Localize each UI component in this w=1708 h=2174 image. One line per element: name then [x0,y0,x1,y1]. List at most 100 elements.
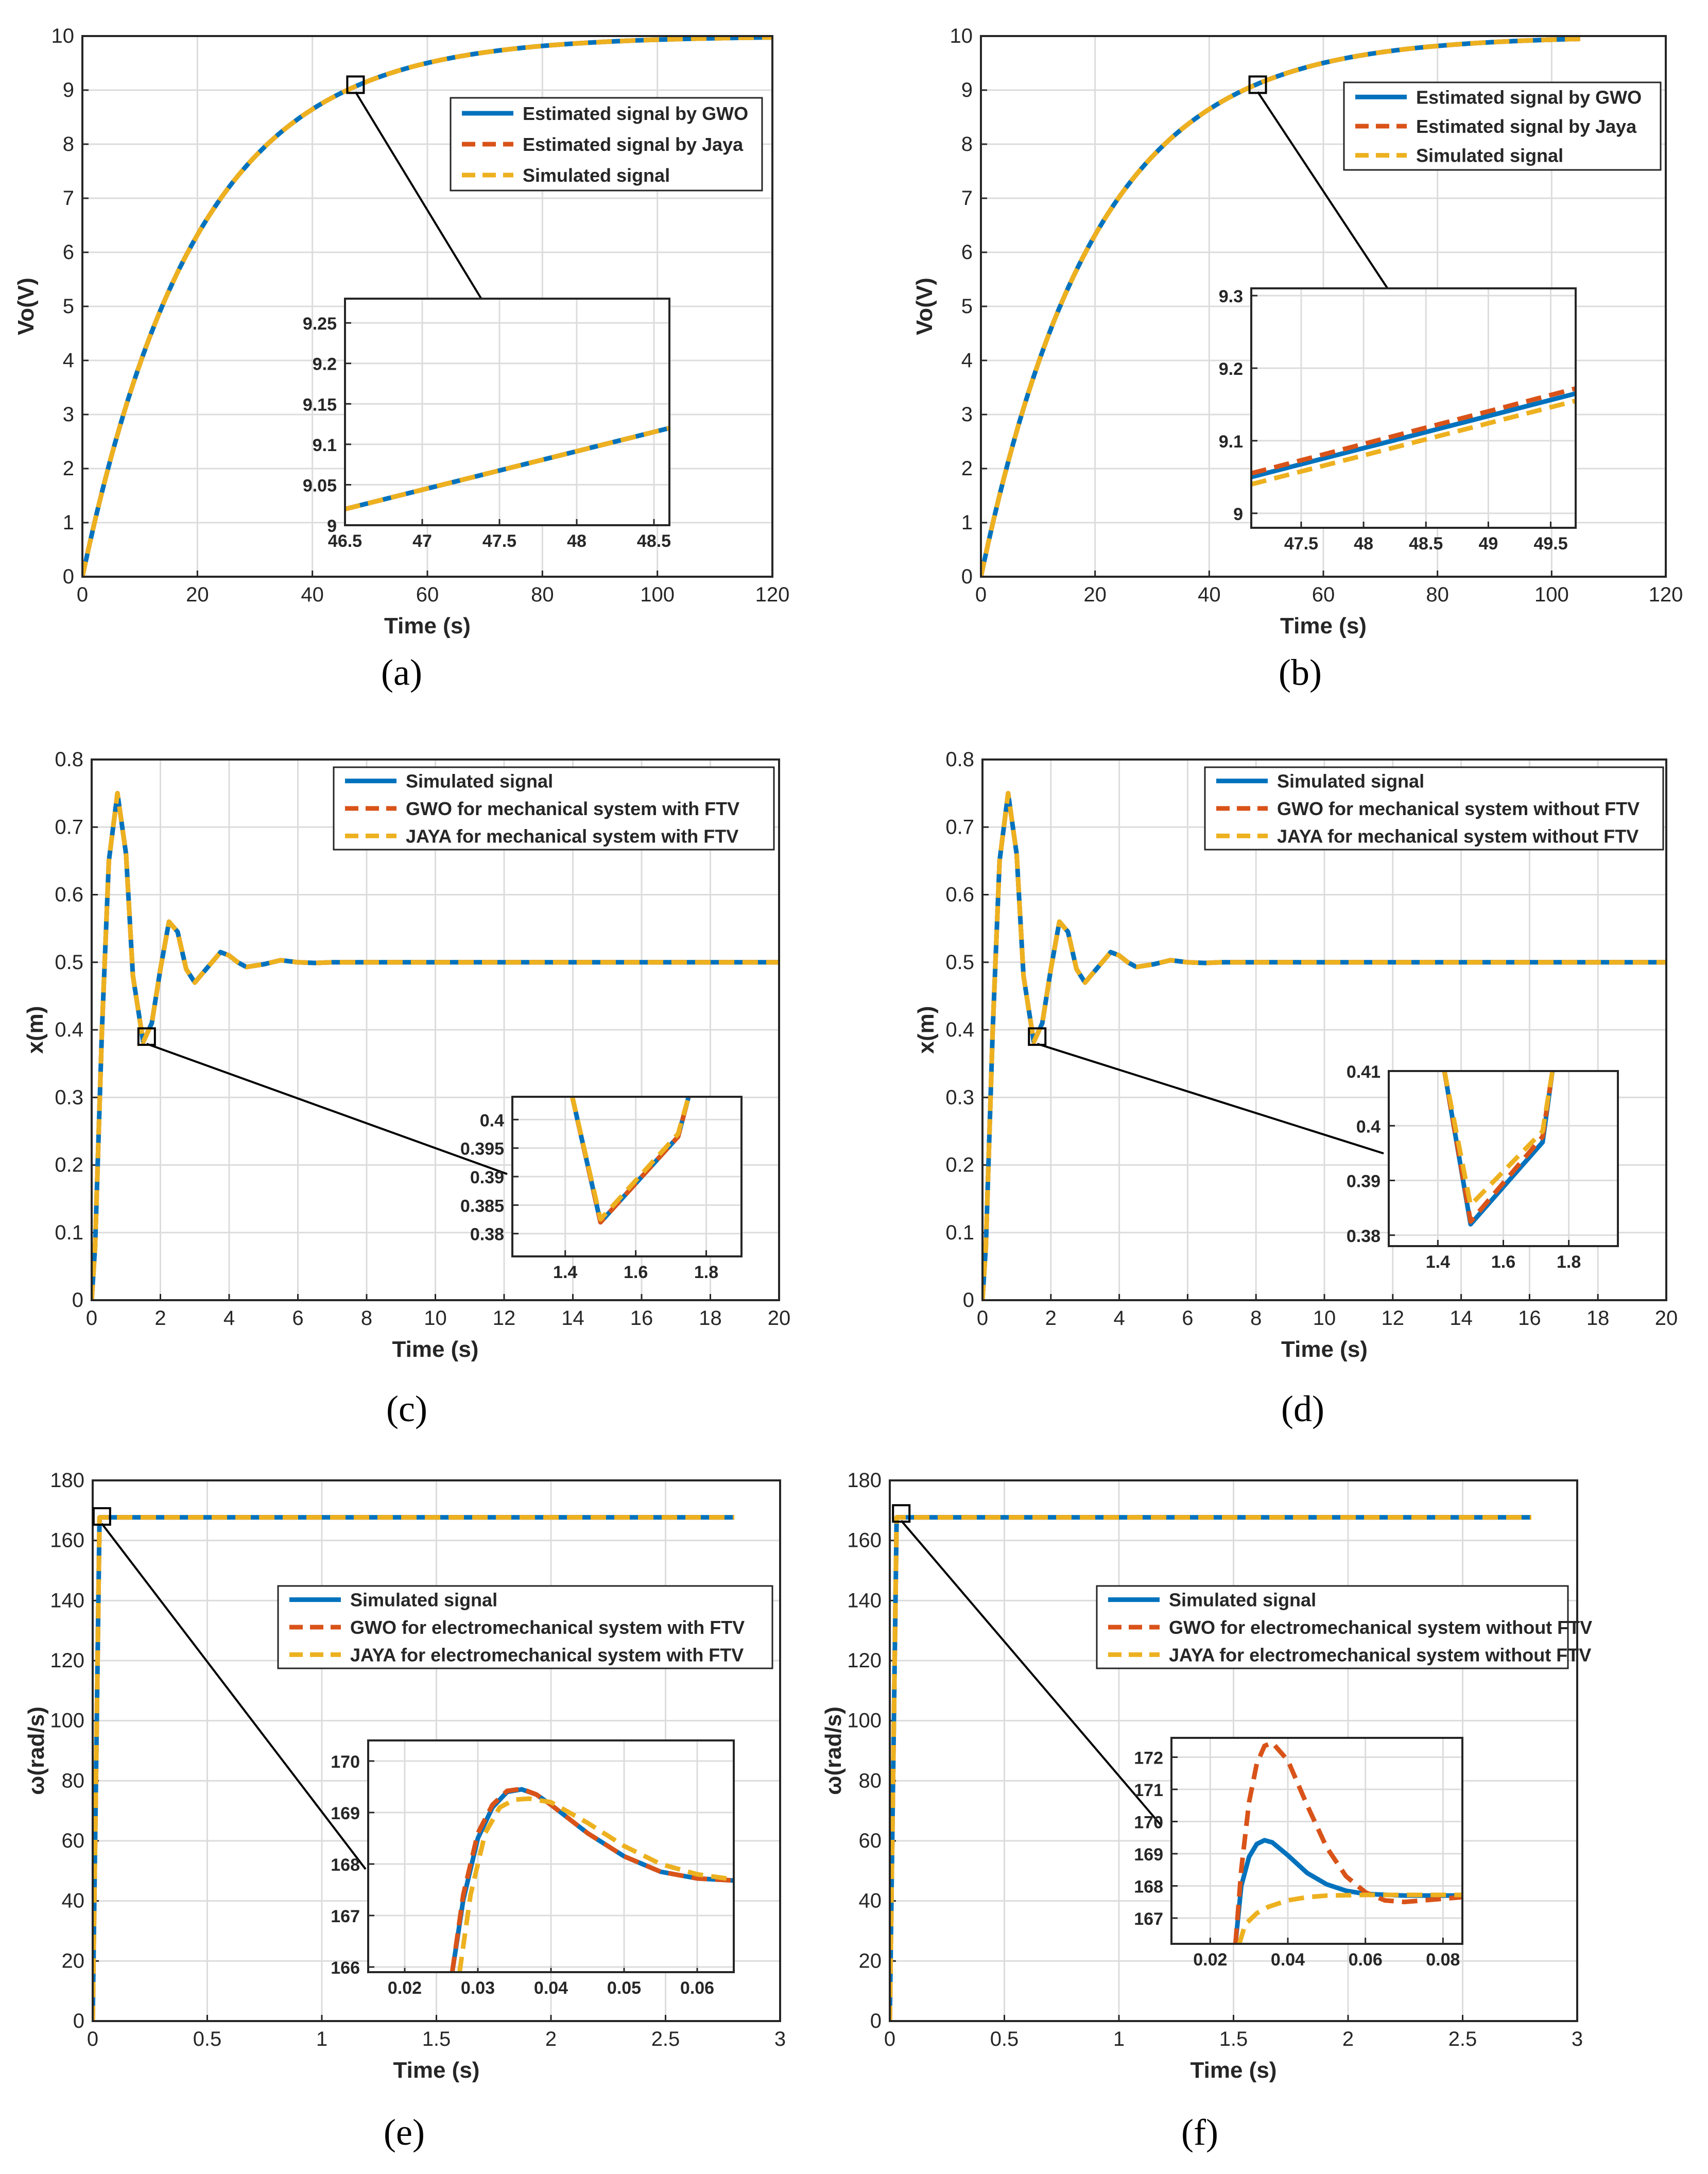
y-tick-label: 4 [961,349,973,372]
x-tick-label: 40 [301,583,324,606]
inset-x-tick-label: 0.05 [607,1978,641,1998]
inset-x-tick-label: 47 [412,531,432,551]
legend-entry-1: GWO for electromechanical system without… [1169,1617,1592,1638]
x-tick-label: 12 [493,1307,516,1330]
y-tick-label: 0.2 [55,1154,83,1177]
x-tick-label: 6 [1182,1307,1193,1330]
inset-x-tick-label: 0.08 [1426,1950,1460,1970]
legend: Simulated signal GWO for mechanical syste… [333,766,775,851]
x-tick-label: 0 [977,1307,988,1330]
inset-x-tick-label: 48.5 [1409,534,1443,554]
x-axis-title: Time (s) [392,1337,479,1362]
x-tick-label: 2 [1045,1307,1057,1330]
x-tick-label: 10 [424,1307,447,1330]
y-tick-label: 5 [63,295,74,318]
y-tick-label: 0.1 [945,1221,974,1244]
y-tick-label: 6 [961,241,973,264]
inset-plot-area [1171,1738,1462,1944]
series-line-2 [981,37,1580,577]
inset-plot: 46.5 47 47.5 48 48.5 9 9.05 9.1 9.15 9.2 9.25 [303,298,671,551]
x-tick-label: 4 [223,1307,235,1330]
axes-frame [981,758,1667,1301]
y-tick-label: 7 [63,187,74,210]
zoom-connector-line [1256,91,1389,289]
chart-panel-d: 0 2 4 6 8 10 12 14 16 18 20 0 0.1 0.2 0.3 0.4 0.5 0.6 0.7 0… [913,748,1678,1429]
legend-entry-1: Estimated signal by Jaya [523,134,744,155]
legend-entry-2: JAYA for electromechanical system withou… [1169,1644,1591,1665]
y-tick-label: 180 [847,1469,882,1492]
axes-frame [91,758,780,1301]
inset-x-tick-label: 0.03 [461,1978,495,1998]
y-tick-label: 8 [961,133,973,156]
x-tick-label: 0 [86,1307,97,1330]
x-tick-label: 0.5 [990,2028,1019,2050]
inset-series-line-2 [1442,1071,1555,1207]
x-tick-label: 8 [1250,1307,1262,1330]
legend-entry-2: Simulated signal [523,165,670,186]
y-tick-label: 2 [961,457,973,480]
zoom-connector-line [900,1520,1162,1826]
legend-entry-0: Estimated signal by GWO [1416,87,1642,108]
legend: Estimated signal by GWO Estimated signal … [1343,81,1662,171]
y-tick-label: 100 [50,1710,84,1732]
inset-x-tick-label: 1.6 [624,1263,648,1282]
zoom-marker-box [892,1504,911,1523]
x-tick-label: 60 [416,583,439,606]
legend-box [1096,1585,1569,1669]
y-tick-label: 20 [859,1949,882,1972]
panel-label: (b) [1279,652,1322,693]
x-tick-label: 60 [1312,583,1335,606]
chart-panel-c: 0 2 4 6 8 10 12 14 16 18 20 0 0.1 0.2 0.3 0.4 0.5 0.6 0.7 0… [23,748,790,1429]
x-axis-title: Time (s) [1191,2058,1277,2083]
inset-y-tick-label: 0.38 [470,1225,504,1245]
y-tick-label: 160 [847,1529,882,1552]
inset-plot: 1.4 1.6 1.8 0.38 0.39 0.4 0.41 [1347,1062,1619,1272]
y-tick-label: 1 [63,511,74,534]
panel-label: (c) [386,1388,427,1429]
x-tick-label: 16 [630,1307,653,1330]
y-tick-label: 0.6 [55,884,83,906]
x-tick-label: 0 [77,583,88,606]
inset-y-tick-label: 169 [331,1804,360,1823]
inset-x-tick-label: 48 [1354,534,1373,554]
series-line-2 [92,791,779,1300]
inset-y-tick-label: 0.4 [480,1111,504,1130]
y-tick-label: 0.4 [55,1019,83,1041]
x-tick-label: 10 [1313,1307,1336,1330]
inset-x-tick-label: 47.5 [482,531,516,551]
y-tick-label: 0 [963,1289,974,1312]
inset-plot: 0.02 0.04 0.06 0.08 167 168 169 170 171 172 [1134,1737,1463,1970]
legend-entry-1: GWO for electromechanical system with FT… [350,1617,745,1638]
y-tick-label: 20 [62,1949,85,1972]
inset-plot: 47.5 48 48.5 49 49.5 9 9.1 9.2 9.3 [1219,287,1577,554]
series-line-2 [82,36,772,577]
x-tick-label: 1.5 [422,2028,451,2050]
y-tick-label: 0 [63,565,74,588]
y-tick-label: 0.7 [945,816,974,838]
inset-y-tick-label: 9.2 [313,355,337,374]
legend-entry-0: Estimated signal by GWO [523,103,748,124]
y-tick-label: 0.6 [945,884,974,906]
legend-entry-0: Simulated signal [1169,1590,1316,1611]
y-tick-label: 9 [961,79,973,101]
inset-frame [1388,1070,1619,1247]
inset-y-tick-label: 9.2 [1219,359,1243,379]
x-tick-label: 14 [1450,1307,1473,1330]
y-tick-label: 10 [950,25,973,47]
axes-frame [889,1479,1578,2022]
zoom-marker-box [92,1507,111,1526]
x-tick-label: 1.5 [1219,2028,1248,2050]
x-tick-label: 6 [292,1307,303,1330]
axes-frame [81,35,773,578]
y-axis-title: ω(rad/s) [24,1706,49,1795]
inset-y-tick-label: 0.41 [1347,1062,1381,1082]
legend: Simulated signal GWO for mechanical syste… [1204,766,1664,851]
inset-frame [367,1739,735,1973]
inset-y-tick-label: 0.4 [1356,1117,1381,1136]
legend-entry-1: GWO for mechanical system without FTV [1277,798,1640,819]
x-tick-label: 18 [1586,1307,1610,1330]
inset-x-tick-label: 0.06 [1349,1950,1383,1970]
legend-entry-1: GWO for mechanical system with FTV [406,798,739,819]
x-tick-label: 2.5 [1448,2028,1477,2050]
y-tick-label: 0.7 [55,816,83,838]
